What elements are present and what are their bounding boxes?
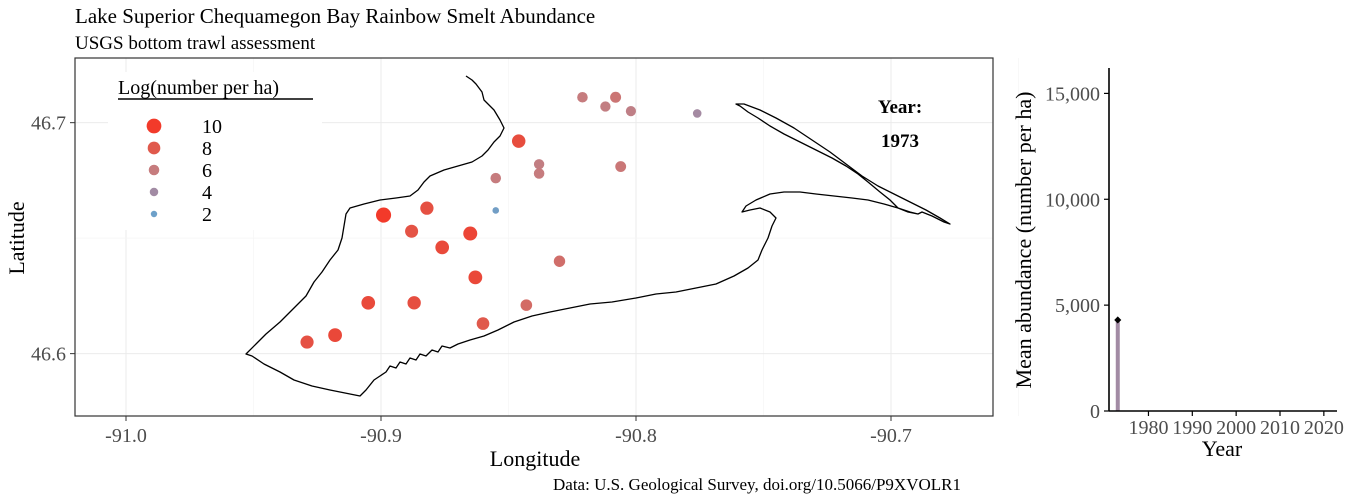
bar-series [1114,316,1122,411]
abundance-point [511,134,526,148]
bar-y-axis-label: Mean abundance (number per ha) [1011,92,1036,389]
legend-label-6: 6 [202,160,212,182]
bar-y-axis-ticks: 0 5,000 10,000 15,000 [1045,83,1109,423]
legend-title: Log(number per ha) [118,77,279,99]
map-y-tick-label: 46.7 [31,113,66,135]
abundance-point [600,101,611,112]
abundance-point [692,109,702,118]
bar-x-axis-label: Year [1202,436,1243,461]
abundance-point [476,317,490,330]
bar-y-tick-label: 0 [1090,401,1100,423]
bar-y-tick-label: 15,000 [1045,83,1100,105]
bar-x-tick-label: 2000 [1216,417,1256,439]
abundance-point [490,172,502,184]
year-value: 1973 [881,131,919,152]
bar-y-tick-label: 10,000 [1045,189,1100,211]
abundance-point [533,168,545,179]
bar-x-axis-ticks: 1980 1990 2000 2010 2020 [1128,411,1344,439]
legend-label-2: 2 [202,204,212,226]
lake-shoreline [245,75,951,397]
abundance-point [615,161,627,172]
abundance-points [300,91,702,349]
map-x-tick-label: -90.8 [615,425,657,447]
legend-key-6 [148,164,160,176]
abundance-point [420,201,434,215]
legend-key-8 [147,141,161,155]
abundance-point [300,335,314,349]
abundance-point [533,159,545,170]
abundance-point [361,295,376,310]
map-panel-border [74,57,994,417]
bar-x-tick-label: 2020 [1304,417,1344,439]
abundance-point [407,296,421,310]
abundance-point [468,270,483,285]
legend-key-4 [149,187,159,197]
chart-title: Lake Superior Chequamegon Bay Rainbow Sm… [75,4,595,28]
bar-x-tick-label: 1990 [1172,417,1212,439]
map-y-tick-label: 46.6 [31,344,66,366]
abundance-point [435,240,450,255]
map-panel: -91.0 -90.9 -90.8 -90.7 46.646.7 Longitude … [4,57,1019,471]
abundance-point [405,224,419,238]
abundance-point [577,91,588,103]
legend-label-4: 4 [202,182,212,204]
abundance-point [375,207,392,223]
bar-x-tick-label: 2010 [1260,417,1300,439]
map-x-tick-label: -90.9 [360,425,402,447]
chart-subtitle: USGS bottom trawl assessment [75,33,316,54]
year-label: Year: [878,97,922,118]
abundance-point [520,299,533,311]
bar-panel: 1980 1990 2000 2010 2020 05,00010,00015,000 … [1011,68,1344,461]
map-x-tick-label: -91.0 [105,425,147,447]
legend-label-10: 10 [202,116,222,138]
abundance-point [328,328,342,343]
abundance-point [625,106,636,117]
bar-1973 [1115,319,1120,411]
abundance-point [553,255,566,267]
legend-key-2 [150,210,158,218]
map-x-tick-label: -90.7 [870,425,912,447]
bar-x-tick-label: 1980 [1128,417,1168,439]
abundance-point [463,226,478,241]
abundance-point [610,91,622,103]
map-y-axis-ticks: 46.6 46.7 [31,113,75,366]
map-y-axis-label: Latitude [4,201,29,274]
abundance-point [492,207,500,214]
legend-key-10 [146,118,162,134]
map-x-axis-ticks: -91.0 -90.9 -90.8 -90.7 [105,416,912,447]
map-x-axis-label: Longitude [490,446,580,471]
bar-marker-1973 [1114,316,1122,324]
bar-y-tick-label: 5,000 [1055,295,1100,317]
legend-label-8: 8 [202,138,212,160]
data-source-caption: Data: U.S. Geological Survey, doi.org/10… [553,475,961,494]
